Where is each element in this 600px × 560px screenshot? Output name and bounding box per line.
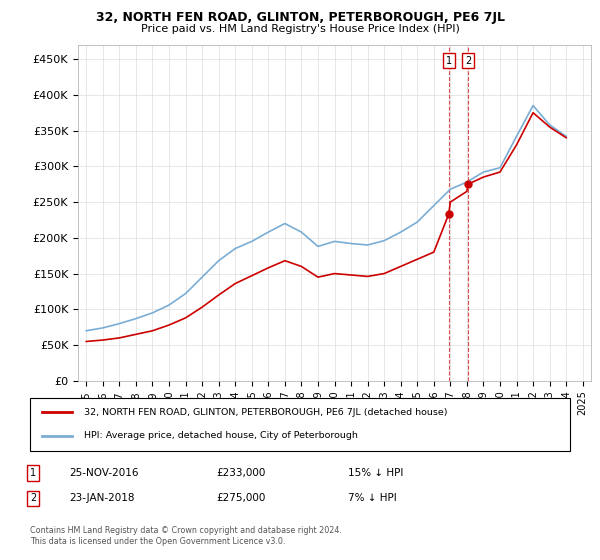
Text: HPI: Average price, detached house, City of Peterborough: HPI: Average price, detached house, City… [84, 431, 358, 440]
Text: 2: 2 [465, 55, 471, 66]
Text: 7% ↓ HPI: 7% ↓ HPI [348, 493, 397, 503]
Text: 1: 1 [30, 468, 36, 478]
Text: 25-NOV-2016: 25-NOV-2016 [69, 468, 139, 478]
Text: 23-JAN-2018: 23-JAN-2018 [69, 493, 134, 503]
Text: 32, NORTH FEN ROAD, GLINTON, PETERBOROUGH, PE6 7JL: 32, NORTH FEN ROAD, GLINTON, PETERBOROUG… [95, 11, 505, 24]
Text: Price paid vs. HM Land Registry's House Price Index (HPI): Price paid vs. HM Land Registry's House … [140, 24, 460, 34]
Text: £275,000: £275,000 [216, 493, 265, 503]
Text: Contains HM Land Registry data © Crown copyright and database right 2024.
This d: Contains HM Land Registry data © Crown c… [30, 526, 342, 546]
Text: 15% ↓ HPI: 15% ↓ HPI [348, 468, 403, 478]
Text: 1: 1 [446, 55, 452, 66]
Text: 32, NORTH FEN ROAD, GLINTON, PETERBOROUGH, PE6 7JL (detached house): 32, NORTH FEN ROAD, GLINTON, PETERBOROUG… [84, 408, 448, 417]
Text: 2: 2 [30, 493, 36, 503]
Text: £233,000: £233,000 [216, 468, 265, 478]
